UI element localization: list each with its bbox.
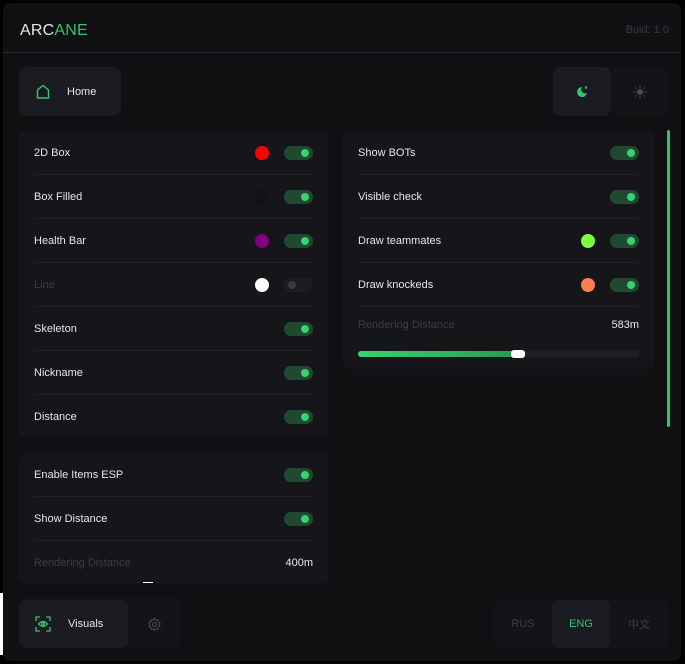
setting-label: Skeleton <box>34 322 77 335</box>
setting-row-show-bots: Show BOTs <box>358 131 639 175</box>
color-picker[interactable] <box>581 233 595 248</box>
toggle-switch[interactable] <box>284 511 313 526</box>
distance-value: 583m <box>611 319 639 331</box>
slider-handle[interactable] <box>143 582 153 583</box>
toggle-switch[interactable] <box>284 410 313 424</box>
color-picker[interactable] <box>255 189 269 204</box>
setting-label: Rendering Distance <box>34 557 131 569</box>
setting-row-skeleton: Skeleton <box>34 307 313 351</box>
header-divider <box>3 52 681 53</box>
toggle-switch[interactable] <box>284 189 313 204</box>
tab-home-label: Home <box>67 85 97 98</box>
setting-row-box-filled: Box Filled <box>34 175 313 219</box>
toggle-switch[interactable] <box>610 277 639 292</box>
toggle-switch[interactable] <box>284 277 313 292</box>
toggle-switch[interactable] <box>284 145 313 160</box>
setting-row-health-bar: Health Bar <box>34 219 313 263</box>
sun-icon <box>633 85 647 98</box>
color-picker[interactable] <box>255 233 269 248</box>
general-panel: Show BOTs Visible check Draw teammates D… <box>343 131 654 369</box>
toggle-switch[interactable] <box>284 467 313 482</box>
setting-label: Draw knockeds <box>358 278 434 291</box>
toggle-switch[interactable] <box>284 321 313 336</box>
logo: ARCANE <box>20 22 88 39</box>
setting-label: Enable Items ESP <box>34 468 124 481</box>
setting-row-items-rendering-distance: Rendering Distance 400m <box>34 541 313 583</box>
lang-rus-button[interactable]: RUS <box>511 618 535 630</box>
setting-label: Show Distance <box>34 512 108 525</box>
color-picker[interactable] <box>581 277 595 292</box>
setting-label: Nickname <box>34 366 83 379</box>
edge-marker <box>0 593 3 655</box>
lang-eng-button[interactable]: ENG <box>552 600 610 648</box>
tab-home[interactable]: Home <box>19 67 121 116</box>
setting-row-line: Line <box>34 263 313 307</box>
setting-row-visible-check: Visible check <box>358 175 639 219</box>
setting-label: Line <box>34 278 55 291</box>
setting-label: Draw teammates <box>358 234 442 247</box>
setting-label: Rendering Distance <box>358 319 455 331</box>
toggle-switch[interactable] <box>610 189 639 204</box>
slider-fill <box>358 351 519 357</box>
dark-theme-button[interactable] <box>553 67 611 116</box>
tab-visuals-label: Visuals <box>68 618 104 630</box>
slider-handle[interactable] <box>511 350 526 358</box>
scrollbar[interactable] <box>667 130 670 427</box>
setting-row-rendering-distance: Rendering Distance 583m <box>358 307 639 343</box>
color-picker[interactable] <box>255 277 269 292</box>
lang-chinese-button[interactable]: 中文 <box>628 619 650 631</box>
tab-visuals[interactable]: Visuals <box>19 600 128 648</box>
toggle-switch[interactable] <box>284 233 313 248</box>
home-icon <box>36 84 50 99</box>
build-version: Buid: 1.0 <box>625 24 669 36</box>
setting-label: Visible check <box>358 190 422 203</box>
player-esp-panel: 2D Box Box Filled Health Bar Line Skelet… <box>19 131 328 437</box>
toggle-switch[interactable] <box>284 365 313 380</box>
settings-button[interactable] <box>133 600 175 648</box>
rendering-distance-slider[interactable] <box>358 350 639 358</box>
moon-icon <box>577 85 588 97</box>
light-theme-button[interactable] <box>611 67 669 116</box>
toggle-switch[interactable] <box>610 145 639 160</box>
setting-label: 2D Box <box>34 146 71 159</box>
eye-scan-icon <box>35 616 51 632</box>
setting-label: Show BOTs <box>358 146 416 159</box>
gear-icon <box>147 617 161 631</box>
setting-row-distance: Distance <box>34 395 313 439</box>
setting-label: Box Filled <box>34 190 83 203</box>
setting-row-draw-knockeds: Draw knockeds <box>358 263 639 307</box>
setting-label: Health Bar <box>34 234 86 247</box>
setting-label: Distance <box>34 411 77 423</box>
app-window: ARCANE Buid: 1.0 Home 2D Box Box Filled … <box>3 3 681 661</box>
setting-row-2d-box: 2D Box <box>34 131 313 175</box>
toggle-switch[interactable] <box>610 233 639 248</box>
color-picker[interactable] <box>255 145 269 160</box>
setting-row-show-distance: Show Distance <box>34 497 313 541</box>
setting-row-draw-teammates: Draw teammates <box>358 219 639 263</box>
distance-value: 400m <box>285 557 313 569</box>
setting-row-enable-items-esp: Enable Items ESP <box>34 453 313 497</box>
setting-row-nickname: Nickname <box>34 351 313 395</box>
items-esp-panel: Enable Items ESP Show Distance Rendering… <box>19 453 328 583</box>
